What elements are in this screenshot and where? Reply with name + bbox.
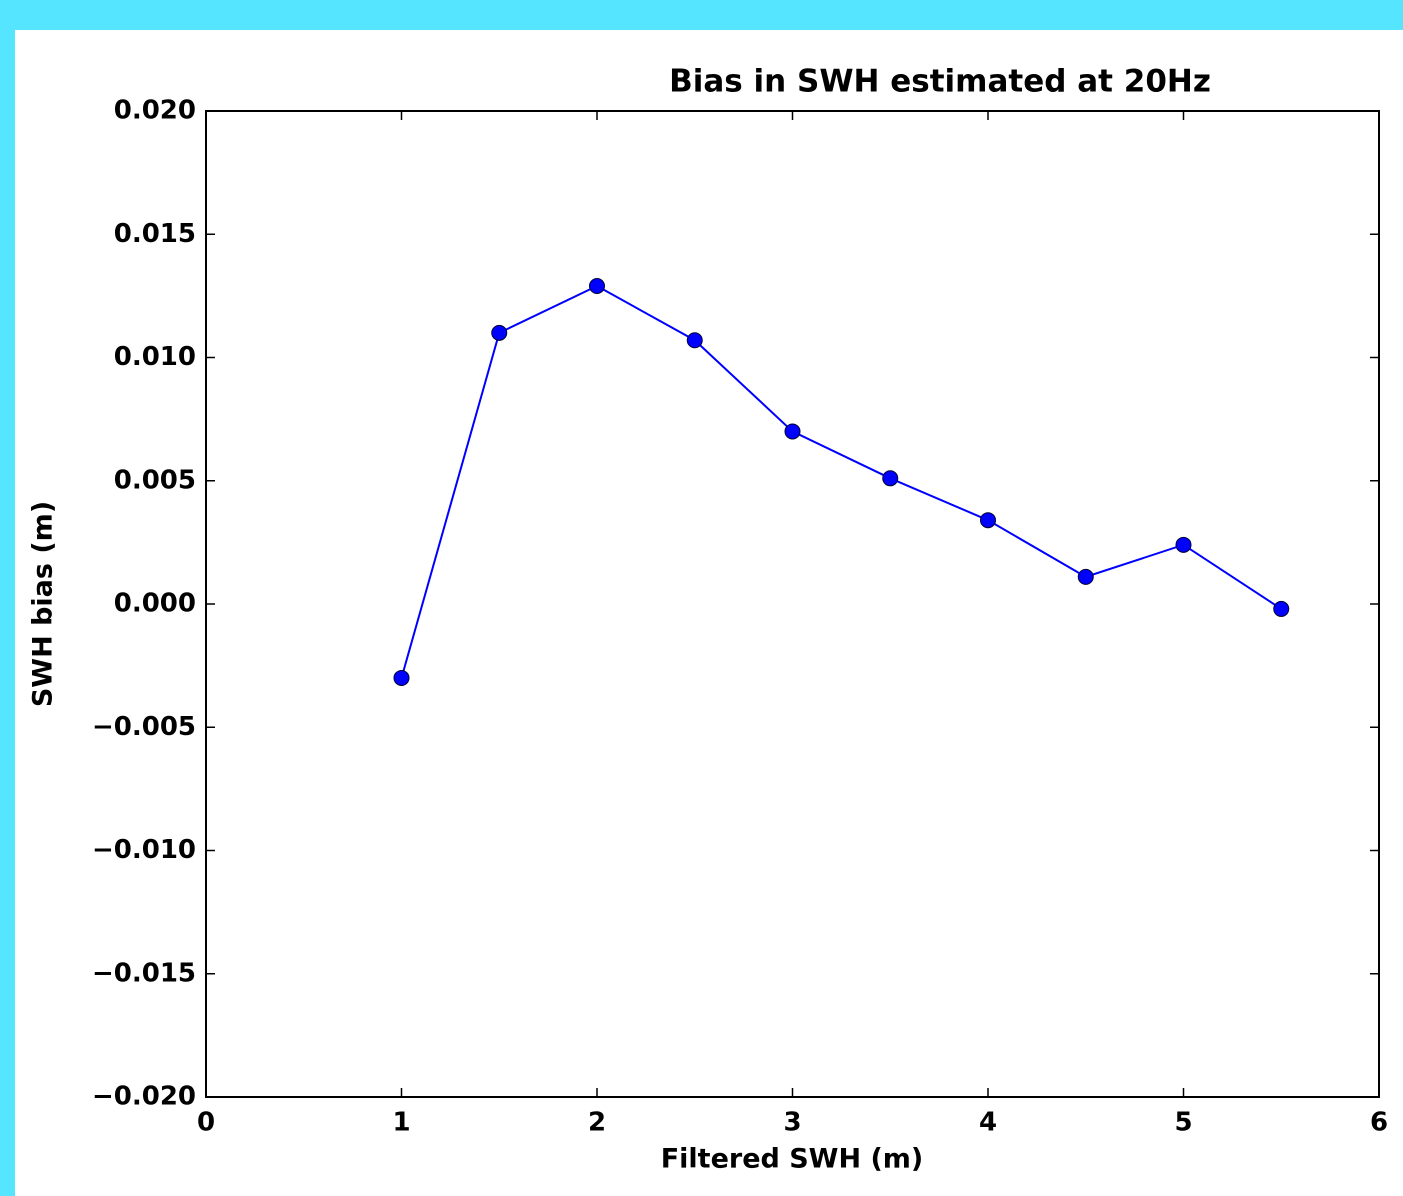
y-axis-label: SWH bias (m) — [28, 501, 59, 707]
y-tick-label: 0.020 — [114, 96, 196, 126]
y-tick-label: 0.015 — [114, 219, 196, 249]
y-tick-label: −0.015 — [92, 958, 196, 988]
data-point — [1273, 600, 1290, 617]
data-point — [882, 470, 899, 487]
data-point — [980, 512, 996, 529]
data-point — [491, 324, 508, 341]
plot-frame — [205, 110, 1380, 1098]
data-point — [393, 669, 410, 686]
x-axis-label: Filtered SWH (m) — [661, 1144, 924, 1175]
x-tick-label: 0 — [197, 1108, 215, 1138]
x-tick-label: 4 — [979, 1108, 997, 1138]
x-tick-label: 2 — [588, 1108, 606, 1138]
data-point — [1077, 568, 1094, 585]
data-line — [400, 284, 1282, 679]
x-tick-label: 1 — [392, 1108, 410, 1138]
data-point — [784, 423, 801, 440]
x-tick-label: 3 — [783, 1108, 801, 1138]
x-tick-label: 5 — [1174, 1108, 1192, 1138]
data-point — [686, 332, 703, 349]
chart-title: Bias in SWH estimated at 20Hz — [669, 64, 1211, 100]
data-point — [589, 278, 605, 295]
y-tick-label: 0.000 — [114, 589, 196, 619]
y-tick-label: −0.005 — [92, 712, 196, 742]
y-tick-label: −0.020 — [92, 1082, 196, 1112]
y-tick-label: 0.005 — [114, 465, 196, 495]
data-point — [1175, 536, 1192, 553]
y-tick-label: 0.010 — [114, 342, 196, 372]
x-tick-label: 6 — [1370, 1108, 1388, 1138]
y-tick-label: −0.010 — [92, 835, 196, 865]
